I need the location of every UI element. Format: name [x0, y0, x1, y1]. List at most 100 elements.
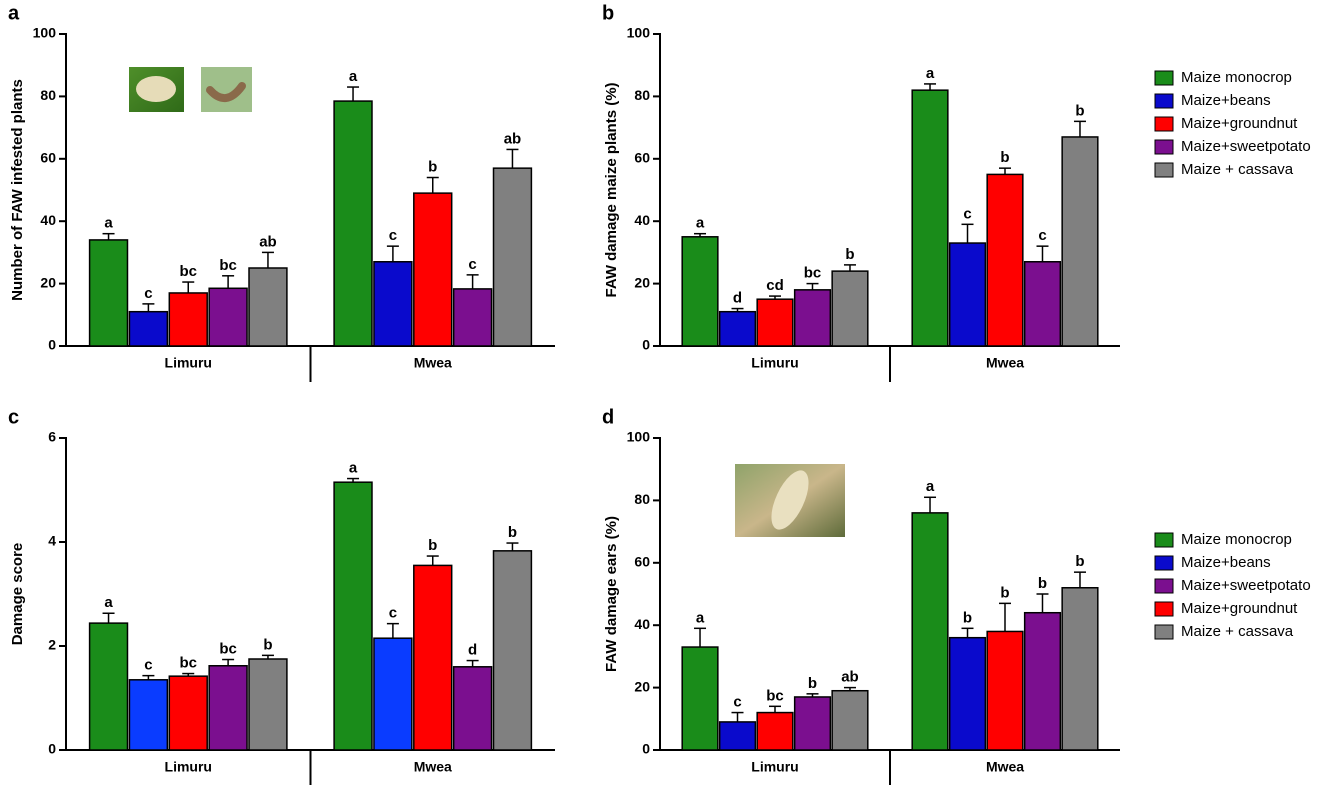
bar — [1062, 137, 1098, 346]
x-tick-label: Mwea — [986, 355, 1024, 371]
y-tick-label: 0 — [642, 337, 650, 353]
x-tick-label: Mwea — [414, 759, 452, 775]
significance-letter: b — [263, 636, 272, 653]
significance-letter: cd — [766, 277, 784, 294]
legend-label: Maize+sweetpotato — [1181, 577, 1311, 594]
significance-letter: b — [428, 537, 437, 554]
legend-label: Maize+groundnut — [1181, 600, 1298, 617]
significance-letter: bc — [804, 265, 822, 282]
y-tick-label: 4 — [48, 533, 56, 549]
panel-letter: a — [8, 2, 20, 24]
y-tick-label: 6 — [48, 429, 56, 445]
bar — [414, 193, 452, 346]
significance-letter: bc — [179, 655, 197, 672]
bar — [757, 299, 793, 346]
bar — [912, 513, 948, 750]
bar — [987, 631, 1023, 750]
significance-letter: b — [1075, 553, 1084, 570]
bar — [682, 237, 718, 346]
bar — [129, 312, 167, 346]
legend-swatch — [1155, 117, 1173, 131]
significance-letter: ab — [259, 233, 277, 250]
bar — [169, 676, 207, 750]
significance-letter: b — [428, 158, 437, 175]
y-tick-label: 80 — [40, 87, 56, 103]
significance-letter: c — [144, 285, 152, 302]
y-tick-label: 40 — [40, 212, 56, 228]
significance-letter: c — [468, 256, 476, 273]
y-tick-label: 60 — [634, 554, 650, 570]
panel-letter: b — [602, 2, 614, 24]
y-tick-label: 100 — [33, 25, 57, 41]
bar — [950, 638, 986, 750]
legend-label: Maize+sweetpotato — [1181, 138, 1311, 155]
y-tick-label: 20 — [634, 274, 650, 290]
bar — [950, 243, 986, 346]
x-tick-label: Limuru — [751, 355, 798, 371]
y-tick-label: 40 — [634, 212, 650, 228]
x-tick-label: Limuru — [165, 759, 212, 775]
legend-swatch — [1155, 163, 1173, 177]
bar — [454, 289, 492, 346]
legend-swatch — [1155, 94, 1173, 108]
bar — [90, 240, 128, 346]
y-tick-label: 40 — [634, 616, 650, 632]
bar — [1025, 262, 1061, 346]
y-tick-label: 100 — [627, 25, 651, 41]
legend-label: Maize+beans — [1181, 554, 1271, 571]
photo-ear — [735, 464, 845, 537]
significance-letter: a — [104, 215, 113, 232]
significance-letter: b — [1038, 575, 1047, 592]
y-tick-label: 20 — [40, 274, 56, 290]
bar — [720, 312, 756, 346]
bar — [169, 293, 207, 346]
y-tick-label: 0 — [48, 741, 56, 757]
significance-letter: a — [104, 594, 113, 611]
x-tick-label: Mwea — [986, 759, 1024, 775]
significance-letter: a — [349, 460, 358, 477]
legend-label: Maize monocrop — [1181, 531, 1292, 548]
x-tick-label: Mwea — [414, 355, 452, 371]
y-tick-label: 2 — [48, 637, 56, 653]
significance-letter: bc — [766, 687, 784, 704]
significance-letter: a — [349, 68, 358, 85]
bar — [414, 565, 452, 750]
legend-label: Maize + cassava — [1181, 161, 1294, 178]
bar — [494, 551, 532, 750]
y-tick-label: 100 — [627, 429, 651, 445]
legend-swatch — [1155, 140, 1173, 154]
significance-letter: a — [696, 609, 705, 626]
y-tick-label: 80 — [634, 491, 650, 507]
bar — [209, 666, 247, 750]
bar — [1025, 613, 1061, 750]
panel-letter: c — [8, 406, 19, 428]
y-tick-label: 0 — [642, 741, 650, 757]
significance-letter: c — [144, 657, 152, 674]
x-tick-label: Limuru — [751, 759, 798, 775]
legend-swatch — [1155, 579, 1173, 593]
bar — [249, 268, 287, 346]
significance-letter: a — [926, 478, 935, 495]
bar — [454, 667, 492, 750]
significance-letter: a — [696, 215, 705, 232]
y-axis-label: FAW damage ears (%) — [603, 516, 620, 672]
bar — [720, 722, 756, 750]
bar — [494, 168, 532, 346]
y-tick-label: 20 — [634, 678, 650, 694]
photo-eggs — [129, 67, 184, 112]
bar — [374, 638, 412, 750]
significance-letter: bc — [219, 257, 237, 274]
bar — [682, 647, 718, 750]
bar — [757, 713, 793, 750]
bar — [249, 659, 287, 750]
bar — [795, 697, 831, 750]
bar — [795, 290, 831, 346]
significance-letter: c — [389, 227, 397, 244]
bar — [912, 90, 948, 346]
bar — [90, 623, 128, 750]
significance-letter: ab — [504, 130, 522, 147]
bar — [1062, 588, 1098, 750]
significance-letter: c — [733, 694, 741, 711]
significance-letter: bc — [179, 263, 197, 280]
significance-letter: a — [926, 65, 935, 82]
